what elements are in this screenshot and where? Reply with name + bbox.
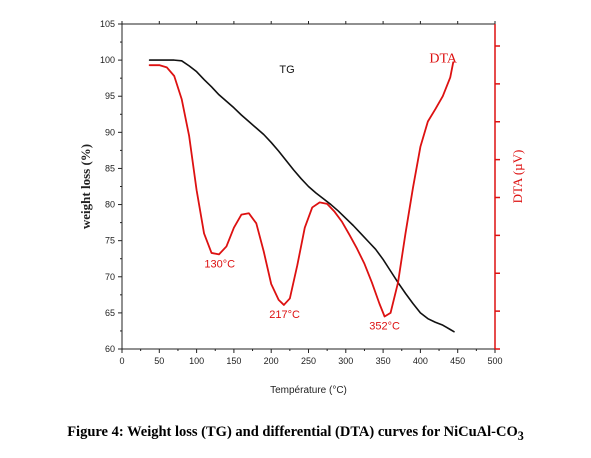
y-tick-label: 90	[105, 127, 115, 137]
dta-curve-label: DTA	[429, 51, 458, 66]
y-axis-title-right: DTA (µV)	[510, 150, 525, 204]
y-tick-label: 70	[105, 272, 115, 282]
x-tick-label: 300	[338, 356, 353, 366]
x-tick-label: 350	[376, 356, 391, 366]
tg-dta-chart: 0 50 100 150 200 250 300 350 400 450 500 60 65 70 75 80…	[78, 19, 525, 396]
axes-layer: 0 50 100 150 200 250 300 350 400 450 500 60 65 70 75 80…	[78, 19, 525, 396]
y-axis-title-left: weight loss (%)	[78, 144, 93, 229]
caption-subscript: 3	[517, 428, 524, 443]
peak-annotation: 217°C	[269, 309, 300, 321]
x-tick-label: 400	[413, 356, 428, 366]
caption-text: Figure 4: Weight loss (TG) and different…	[67, 424, 518, 440]
y-tick-label: 75	[105, 236, 115, 246]
x-tick-label: 250	[301, 356, 316, 366]
x-axis-title: Température (°C)	[270, 385, 347, 396]
peak-annotation: 352°C	[369, 321, 400, 333]
y-tick-label: 95	[105, 91, 115, 101]
y-tick-label: 85	[105, 163, 115, 173]
x-tick-label: 500	[487, 356, 502, 366]
y-tick-label: 60	[105, 344, 115, 354]
figure-caption: Figure 4: Weight loss (TG) and different…	[0, 424, 591, 444]
peak-annotation: 130°C	[204, 258, 235, 270]
x-tick-label: 100	[189, 356, 204, 366]
y-tick-label: 100	[100, 55, 115, 65]
y-tick-label: 105	[100, 19, 115, 29]
tg-curve-label: TG	[279, 64, 294, 76]
x-tick-label: 0	[119, 356, 124, 366]
annotation-layer: TG DTA 130°C 217°C 352°C	[204, 51, 458, 332]
x-tick-label: 50	[154, 356, 164, 366]
series-line-dta	[148, 61, 455, 318]
plot-layer	[148, 59, 455, 333]
series-line-tg	[148, 59, 455, 333]
y-tick-label: 80	[105, 200, 115, 210]
x-tick-label: 450	[450, 356, 465, 366]
x-tick-label: 150	[226, 356, 241, 366]
y-tick-label: 65	[105, 308, 115, 318]
x-tick-label: 200	[264, 356, 279, 366]
